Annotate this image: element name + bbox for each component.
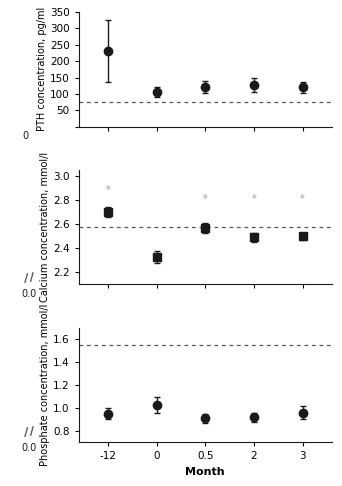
Text: *: * <box>105 185 110 195</box>
Y-axis label: PTH concentration, pg/ml: PTH concentration, pg/ml <box>37 7 47 132</box>
Y-axis label: Calcium concentration, mmol/l: Calcium concentration, mmol/l <box>40 152 50 302</box>
Text: *: * <box>203 194 208 204</box>
X-axis label: Month: Month <box>185 467 225 477</box>
Text: 0.0: 0.0 <box>22 289 37 299</box>
Text: *: * <box>251 194 256 204</box>
Text: 0: 0 <box>23 131 29 141</box>
Text: //: // <box>22 426 37 438</box>
Text: *: * <box>300 194 305 204</box>
Y-axis label: Phosphate concentration, mmol/l: Phosphate concentration, mmol/l <box>40 304 50 466</box>
Text: //: // <box>22 272 37 284</box>
Text: 0.0: 0.0 <box>22 443 37 453</box>
